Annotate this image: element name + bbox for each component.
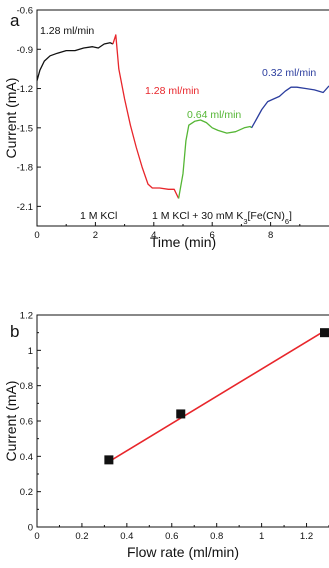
panel-b-x-tick-label: 1.2	[300, 531, 313, 542]
panel-b-x-tick-label: 0.6	[165, 531, 178, 542]
panel-a-x-tick-label: 4	[151, 230, 156, 241]
panel-a-frame	[36, 9, 329, 227]
panel-a-y-tick-label: -0.9	[17, 45, 33, 56]
panel-b-x-tick-label: 1	[259, 531, 264, 542]
panel-b-y-tick-label: 0.2	[20, 487, 33, 498]
panel-a-x-tick-label: 0	[34, 230, 39, 241]
panel-a-y-tick-label: -1.5	[17, 123, 33, 134]
panel-a-y-tick-label: -0.6	[17, 6, 33, 17]
panel-a-label: a	[10, 11, 20, 30]
panel-b-y-tick-label: 0.8	[20, 381, 33, 392]
panel-a-x-tick-label: 8	[268, 230, 273, 241]
panel-b-x-tick-label: 0.8	[210, 531, 223, 542]
panel-b-y-tick-label: 1	[28, 346, 33, 357]
panel-a-y-axis-label: Current (mA)	[3, 78, 19, 159]
panel-b-x-axis-label: Flow rate (ml/min)	[127, 544, 239, 560]
panel-b-data-point	[320, 328, 329, 338]
panel-b-data-point	[176, 409, 186, 419]
panel-a-series-3	[251, 85, 329, 129]
panel-b-y-tick-label: 0.4	[20, 452, 33, 463]
panel-a-annotation-electrolyte-1: 1 M KCl	[80, 210, 117, 222]
panel-b-frame	[36, 314, 329, 528]
panel-a-annotation-flow-1: 1.28 ml/min	[40, 25, 94, 37]
panel-b-y-tick-label: 0.6	[20, 417, 33, 428]
panel-b-label: b	[10, 322, 19, 341]
panel-a-annotation-flow-3: 0.64 ml/min	[187, 109, 241, 121]
panel-a-x-tick-label: 6	[210, 230, 215, 241]
panel-a-series-1	[112, 34, 180, 199]
panel-a-y-tick-label: -1.8	[17, 163, 33, 174]
panel-b-fit-line	[108, 330, 325, 463]
panel-b-x-tick-label: 0	[34, 531, 39, 542]
panel-a-y-tick-label: -2.1	[17, 202, 33, 213]
panel-a-annotation-flow-4: 0.32 ml/min	[262, 67, 316, 79]
panel-b-x-tick-label: 0.4	[120, 531, 133, 542]
panel-a-series-0	[36, 42, 114, 81]
panel-a-annotation-electrolyte-2: 1 M KCl + 30 mM K3[Fe(CN)6]	[152, 210, 292, 226]
panel-b-x-tick-label: 0.2	[75, 531, 88, 542]
panel-a-annotation-flow-2: 1.28 ml/min	[145, 85, 199, 97]
panel-b-y-axis-label: Current (mA)	[3, 381, 19, 462]
panel-a-y-tick-label: -1.2	[17, 84, 33, 95]
panel-a-x-axis-label: Time (min)	[150, 234, 216, 250]
panel-a-series-2	[177, 119, 253, 199]
panel-b-data-point	[104, 455, 114, 465]
panel-b-y-tick-label: 1.2	[20, 311, 33, 322]
panel-b-y-tick-label: 0	[28, 523, 33, 534]
panel-a-x-tick-label: 2	[93, 230, 98, 241]
